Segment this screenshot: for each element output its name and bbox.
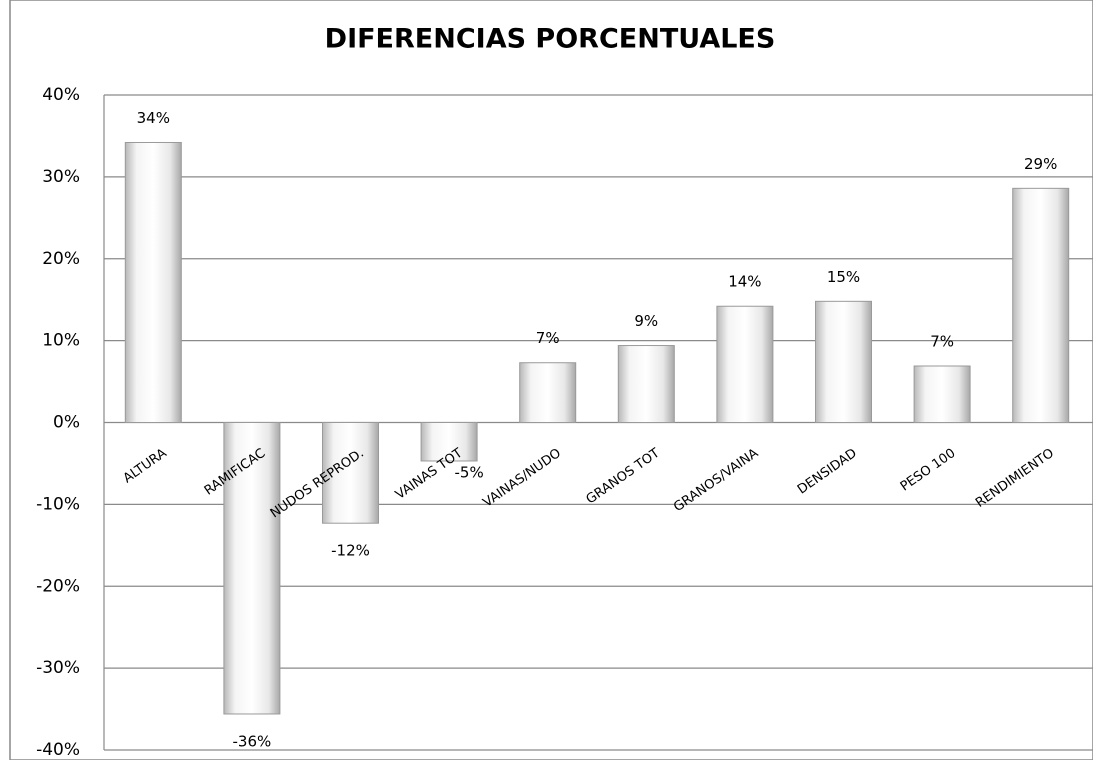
value-label: 7% (536, 329, 560, 347)
bar (420, 422, 478, 462)
bar (519, 362, 577, 424)
y-tick-label: -40% (36, 740, 80, 760)
value-label: 14% (728, 273, 761, 291)
y-tick-label: -30% (36, 658, 80, 678)
bar (1012, 187, 1070, 423)
bars (124, 141, 1070, 715)
bar (223, 422, 281, 715)
y-tick-label: 30% (42, 167, 80, 187)
value-label: 15% (827, 268, 860, 286)
value-label: 7% (930, 333, 954, 351)
y-tick-label: 0% (53, 413, 80, 433)
y-tick-label: -10% (36, 494, 80, 514)
chart-title: DIFERENCIAS PORCENTUALES (325, 24, 776, 55)
bar (815, 300, 872, 424)
y-tick-label: 20% (42, 249, 80, 269)
value-label: 9% (634, 312, 658, 330)
bar (716, 305, 774, 423)
value-label: 29% (1024, 155, 1057, 173)
y-tick-label: 10% (42, 331, 80, 351)
bar (617, 345, 675, 424)
bar (322, 422, 379, 524)
value-label: -12% (331, 542, 370, 560)
bar (913, 365, 971, 424)
y-tick-label: 40% (42, 85, 80, 105)
value-label: -36% (233, 732, 272, 750)
y-tick-label: -20% (36, 576, 80, 596)
bar (124, 141, 182, 424)
value-label: 34% (137, 109, 170, 127)
value-label: -5% (454, 463, 483, 481)
grid (103, 94, 1093, 751)
